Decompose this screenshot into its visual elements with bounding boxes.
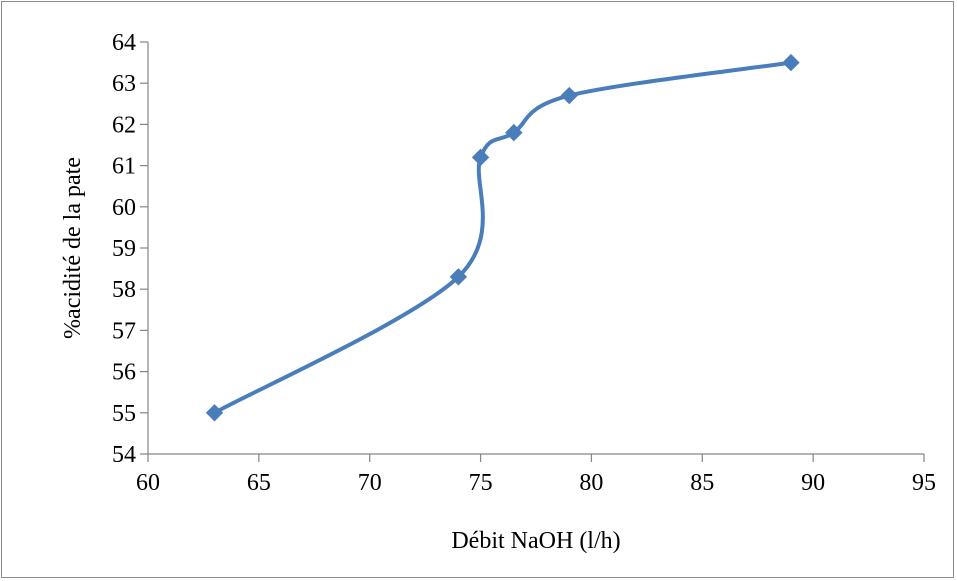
y-tick-label: 55 bbox=[112, 401, 136, 427]
x-tick-label: 95 bbox=[912, 470, 936, 496]
data-point-marker bbox=[782, 53, 800, 72]
y-tick-label: 59 bbox=[112, 236, 136, 262]
data-point-marker bbox=[471, 148, 490, 167]
x-axis-ticks: 60 65 70 75 80 85 90 95 bbox=[136, 454, 936, 496]
series-line bbox=[212, 60, 793, 415]
y-tick-label: 54 bbox=[112, 442, 136, 468]
data-point-marker bbox=[449, 268, 468, 286]
x-tick-label: 80 bbox=[579, 470, 603, 496]
x-axis-title: Débit NaOH (l/h) bbox=[451, 528, 620, 554]
y-tick-label: 61 bbox=[112, 154, 136, 180]
y-tick-label: 62 bbox=[112, 112, 136, 138]
x-tick-label: 90 bbox=[801, 470, 825, 496]
y-tick-label: 63 bbox=[112, 71, 136, 97]
y-tick-label: 64 bbox=[112, 30, 136, 56]
x-tick-label: 70 bbox=[358, 470, 382, 496]
data-point-marker bbox=[505, 123, 523, 142]
y-tick-label: 60 bbox=[112, 195, 136, 221]
y-tick-label: 58 bbox=[112, 277, 136, 303]
data-point-marker bbox=[205, 404, 224, 422]
x-tick-label: 75 bbox=[469, 470, 493, 496]
axes bbox=[147, 42, 924, 455]
series-group bbox=[205, 53, 800, 422]
y-axis-title: %acidité de la pate bbox=[60, 157, 86, 339]
y-axis-ticks: 54 55 56 57 58 59 60 61 62 63 64 bbox=[112, 30, 148, 468]
y-tick-label: 57 bbox=[112, 318, 136, 344]
x-tick-label: 85 bbox=[690, 470, 714, 496]
data-point-marker bbox=[560, 86, 578, 105]
x-tick-label: 65 bbox=[247, 470, 271, 496]
y-tick-label: 56 bbox=[112, 360, 136, 386]
x-tick-label: 60 bbox=[136, 470, 160, 496]
